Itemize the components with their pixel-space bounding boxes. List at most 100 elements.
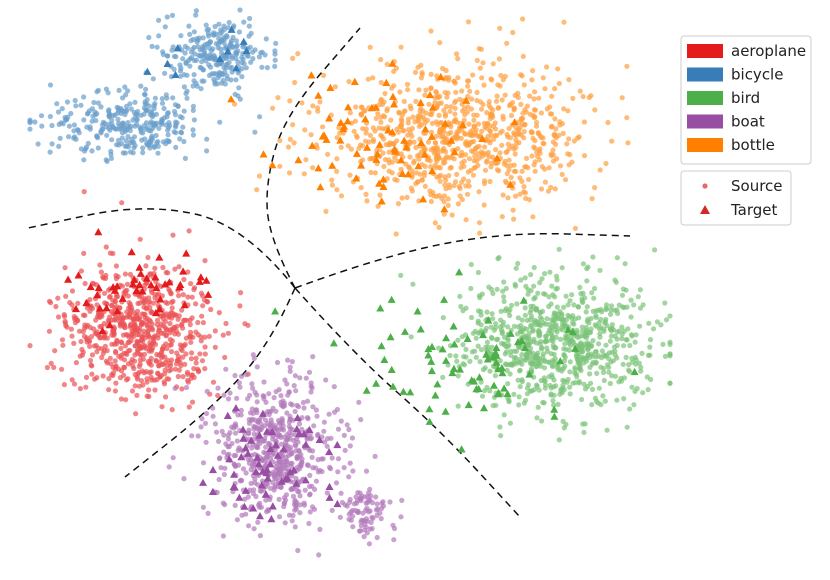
source-point-bird [559,311,565,317]
target-point-boat [247,436,256,444]
source-point-bottle [419,70,425,76]
legend-swatch-bottle [687,138,723,152]
source-point-bottle [467,88,473,94]
source-point-boat [267,496,273,503]
source-point-bottle [506,125,512,132]
source-point-bottle [553,126,559,132]
source-point-boat [260,393,266,399]
source-point-bird [549,283,555,289]
source-point-bird [582,333,588,339]
source-point-bottle [589,196,595,202]
target-point-boat [249,504,258,512]
source-point-bottle [442,174,448,180]
source-point-bird [579,324,585,330]
target-point-bottle [336,136,345,144]
source-point-boat [263,497,269,503]
source-point-bird [593,349,599,355]
source-point-bird [588,315,594,322]
source-point-bird [534,383,540,389]
target-point-aeroplane [130,275,139,283]
source-point-bird [596,341,602,347]
source-point-bird [511,391,517,397]
source-point-bird [497,424,503,430]
source-point-boat [276,420,282,426]
target-point-bird [440,295,449,303]
source-point-bicycle [181,138,187,145]
source-point-bicycle [191,29,197,35]
target-point-bird [519,296,528,304]
source-point-bicycle [104,158,110,164]
source-point-bird [537,359,544,365]
source-point-boat [254,425,260,431]
source-point-bird [505,344,511,350]
target-point-aeroplane [147,281,156,289]
source-point-bird [625,326,631,332]
source-point-bird [526,341,532,347]
source-point-bottle [455,201,461,207]
source-point-bird [648,376,654,383]
source-point-boat [223,366,229,372]
source-point-bicycle [256,54,262,60]
source-point-bottle [443,103,450,110]
target-point-boat [283,474,292,482]
source-point-bird [517,384,523,390]
target-point-bicycle [239,37,248,45]
source-point-aeroplane [132,383,138,389]
target-point-aeroplane [156,295,165,303]
target-point-boat [268,427,277,435]
source-point-bird [614,397,620,403]
target-point-bird [431,391,440,399]
source-point-boat [309,385,315,391]
source-point-bird [494,337,500,343]
source-point-bird [572,316,578,322]
source-point-boat [306,483,313,490]
source-point-boat [216,476,222,483]
source-point-bicycle [215,45,221,51]
source-point-bird [532,294,538,301]
source-point-boat [281,504,287,510]
source-point-bird [588,343,595,349]
source-point-bottle [542,179,549,185]
source-point-bottle [380,101,386,107]
target-point-bottle [400,136,409,144]
source-point-bottle [364,198,370,204]
source-point-bird [484,339,490,345]
source-point-aeroplane [144,379,150,385]
target-point-bird [463,334,472,342]
source-point-aeroplane [185,371,191,377]
target-point-bottle [390,100,398,108]
source-point-bird [504,367,510,373]
source-point-bicycle [169,12,176,18]
source-point-aeroplane [195,366,201,372]
source-point-bird [495,256,501,262]
source-point-bottle [444,94,450,100]
source-point-aeroplane [132,352,138,358]
source-point-bird [487,388,493,394]
source-point-boat [261,449,267,455]
source-point-bicycle [159,100,166,106]
source-point-bird [606,369,612,375]
source-point-boat [279,426,285,432]
source-point-bottle [401,98,407,104]
source-point-bird [635,294,641,300]
target-point-aeroplane [152,308,160,317]
source-point-bottle [530,214,536,220]
source-point-aeroplane [197,351,203,357]
source-point-bicycle [93,117,99,124]
legend-label-target: Target [730,201,778,219]
source-point-boat [253,493,259,500]
target-point-bottle [402,143,411,151]
source-point-bottle [346,79,352,85]
source-point-bottle [485,149,491,155]
target-point-bird [494,388,503,396]
source-point-bicycle [177,73,184,79]
source-point-bicycle [202,42,208,48]
source-point-bird [597,331,603,337]
source-point-bicycle [171,53,177,59]
source-point-bottle [445,131,452,137]
source-point-bicycle [243,65,249,71]
target-point-bird [497,364,506,372]
source-point-boat [234,395,240,401]
source-point-bird [506,397,512,403]
